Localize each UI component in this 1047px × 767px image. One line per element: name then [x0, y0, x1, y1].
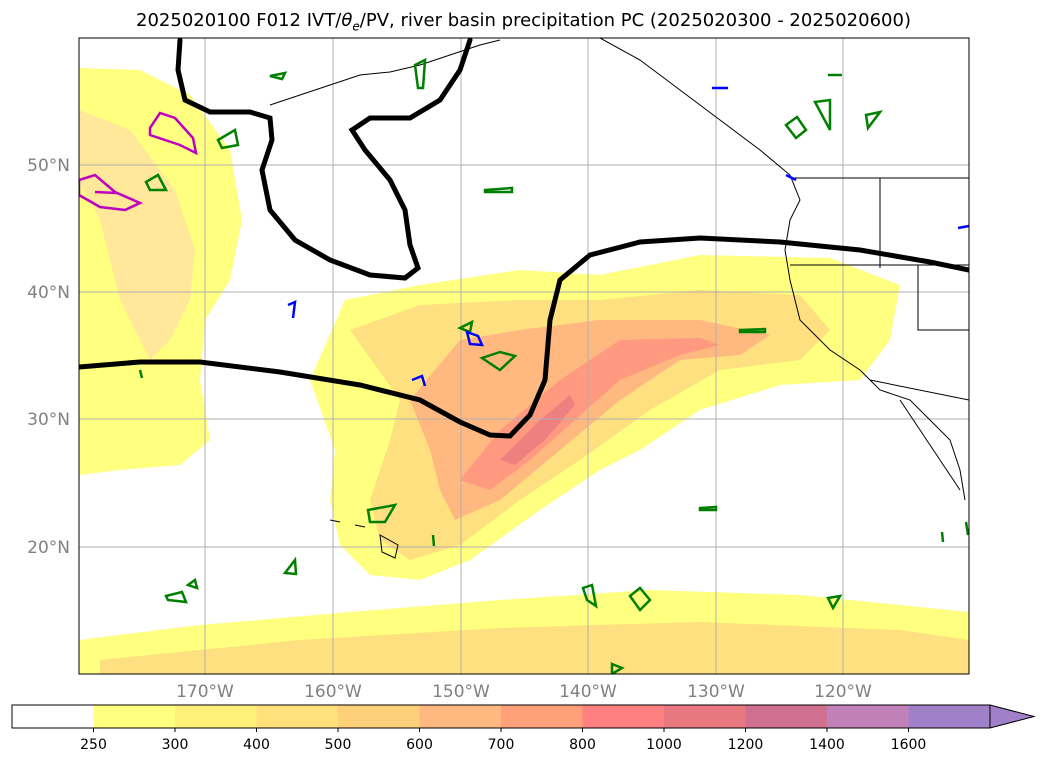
- colorbar-tick-label: 1600: [891, 737, 927, 753]
- colorbar-extend-arrow: [989, 704, 1036, 729]
- ivt-region-west-inner: [79, 110, 195, 360]
- colorbar-tick-label: 300: [162, 737, 189, 753]
- lon-label: 170°W: [176, 682, 234, 702]
- colorbar-swatch: [501, 705, 583, 728]
- colorbar-swatch: [93, 705, 176, 728]
- colorbar-tick-label: 500: [325, 737, 352, 753]
- colorbar-tick-label: 800: [569, 737, 596, 753]
- colorbar-swatch: [256, 705, 339, 728]
- colorbar-tick-label: 400: [243, 737, 270, 753]
- colorbar: 250 300 400 500 600 700 800 1000 1200 1400 1600: [11, 704, 1036, 753]
- colorbar-swatch: [12, 705, 94, 728]
- ivt-region-south-inner: [100, 622, 969, 674]
- ivt-region-peak: [500, 395, 575, 465]
- colorbar-tick-label: 1400: [809, 737, 845, 753]
- lon-label: 130°W: [687, 682, 745, 702]
- lat-label: 20°N: [27, 538, 70, 558]
- title-theta-subscript: e: [352, 19, 360, 34]
- map-frame: [78, 37, 970, 675]
- pv-contours: [79, 38, 969, 439]
- colorbar-swatch: [419, 705, 502, 728]
- lon-label: 150°W: [432, 682, 490, 702]
- green-contours: [138, 57, 969, 674]
- blue-contours: [287, 86, 969, 387]
- colorbar-swatch: [582, 705, 665, 728]
- ivt-shading: [79, 68, 969, 674]
- colorbar-swatch: [908, 705, 991, 728]
- title-prefix: 2025020100 F012 IVT/: [136, 10, 342, 31]
- colorbar-tick-label: 1200: [728, 737, 764, 753]
- colorbar-swatch: [745, 705, 828, 728]
- title-suffix: /PV, river basin precipitation PC (20250…: [359, 10, 911, 31]
- colorbar-tick-label: 600: [406, 737, 433, 753]
- title-theta: θ: [341, 10, 353, 31]
- map-area: [79, 38, 969, 674]
- lat-label: 30°N: [27, 410, 70, 430]
- colorbar-swatch: [175, 705, 257, 728]
- lon-label: 160°W: [304, 682, 362, 702]
- colorbar-swatch: [664, 705, 746, 728]
- colorbar-swatch: [338, 705, 420, 728]
- magenta-contours: [79, 111, 198, 212]
- lon-label: 120°W: [814, 682, 872, 702]
- map-title: 2025020100 F012 IVT/θe/PV, river basin p…: [0, 10, 1047, 34]
- lat-label: 40°N: [27, 283, 70, 303]
- lon-label: 140°W: [559, 682, 617, 702]
- lat-label: 50°N: [27, 156, 70, 176]
- colorbar-tick-label: 250: [80, 737, 107, 753]
- colorbar-tick-label: 1000: [646, 737, 682, 753]
- colorbar-tick-label: 700: [488, 737, 515, 753]
- colorbar-swatch: [827, 705, 909, 728]
